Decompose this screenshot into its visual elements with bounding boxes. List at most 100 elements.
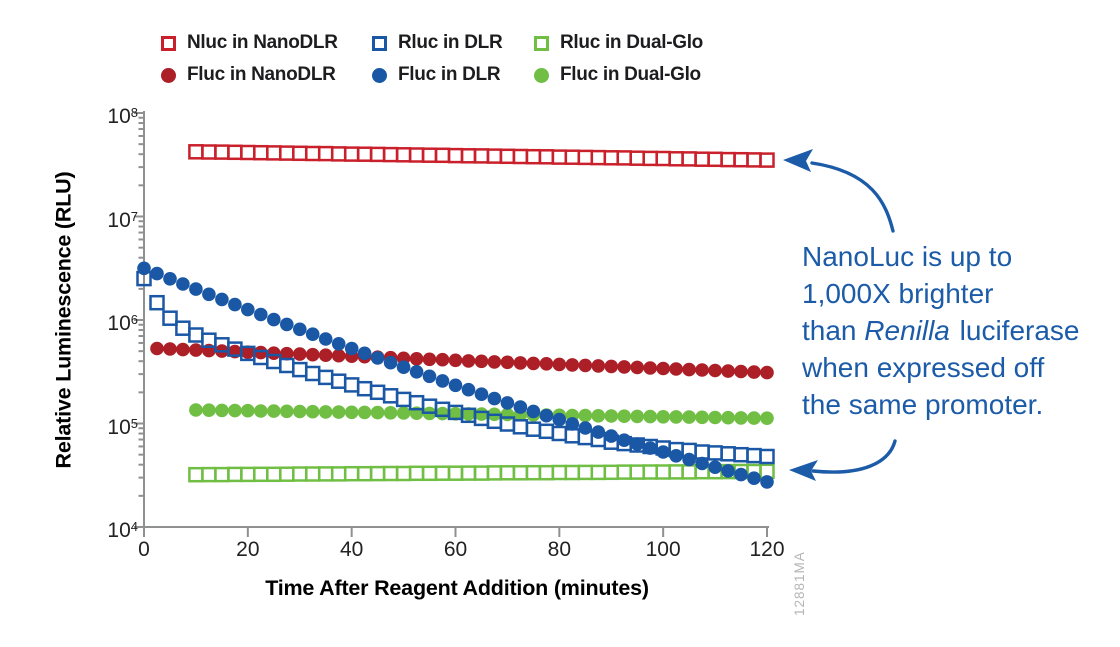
fluc-nanodlr-marker: [552, 357, 567, 372]
fluc-dlr-marker: [643, 441, 657, 455]
fluc-dlr-marker: [370, 351, 385, 365]
nluc-nanodlr-marker: [473, 148, 490, 164]
rluc-dualglo-marker: [512, 465, 529, 481]
x-tick-label: 100: [645, 538, 681, 561]
fluc-nanodlr-marker: [331, 348, 346, 363]
fluc-nanodlr-marker: [409, 352, 424, 366]
nluc-nanodlr-marker: [512, 148, 529, 165]
fluc-dlr-marker: [189, 282, 203, 296]
fluc-dlr-marker: [280, 317, 294, 332]
fluc-dlr-marker: [591, 425, 606, 439]
fluc-dlr-marker: [682, 452, 696, 467]
fluc-dlr-marker: [241, 302, 255, 317]
nluc-nanodlr-marker: [356, 146, 373, 162]
rluc-dlr-marker: [694, 444, 710, 460]
rluc-dlr-marker: [343, 377, 360, 393]
open-square-icon: [534, 35, 549, 51]
rluc-dualglo-marker: [564, 464, 581, 481]
fluc-dlr-marker: [137, 261, 151, 276]
fluc-dlr-marker: [760, 475, 774, 489]
fluc-nanodlr-marker: [734, 364, 748, 379]
fluc-dlr-marker: [513, 400, 528, 414]
rluc-dualglo-marker: [590, 464, 607, 481]
fluc-dlr-marker: [539, 408, 554, 423]
rluc-dlr-marker: [512, 419, 529, 435]
legend-item-nluc-nanodlr: Nluc in NanoDLR: [161, 32, 338, 53]
rluc-dualglo-marker: [642, 464, 658, 480]
nluc-nanodlr-marker: [642, 150, 658, 167]
x-tick-label: 0: [138, 538, 150, 561]
nluc-nanodlr-marker: [525, 148, 542, 165]
series-rluc-dlr: [136, 270, 775, 465]
rluc-dualglo-marker: [473, 465, 490, 481]
fluc-nanodlr-marker: [513, 356, 528, 370]
fluc-dlr-marker: [344, 341, 359, 356]
legend-label: Fluc in NanoDLR: [187, 64, 336, 85]
rluc-dualglo-marker: [668, 464, 684, 480]
fluc-dlr-marker: [215, 292, 229, 307]
nluc-nanodlr-marker: [240, 144, 256, 161]
rluc-dualglo-marker: [188, 466, 204, 483]
fluc-dualglo-marker: [656, 410, 670, 424]
legend-label: Fluc in Dual-Glo: [560, 64, 701, 85]
fluc-dualglo-marker: [228, 403, 242, 418]
fluc-dualglo-marker: [267, 404, 281, 418]
nluc-nanodlr-marker: [577, 149, 594, 166]
rluc-dualglo-marker: [304, 466, 321, 482]
nluc-nanodlr-marker: [201, 144, 217, 160]
nluc-nanodlr-marker: [616, 150, 632, 166]
fluc-dualglo-marker: [604, 409, 619, 423]
rluc-dualglo-marker: [240, 466, 256, 483]
open-square-icon: [161, 35, 176, 51]
fluc-dlr-marker: [500, 396, 515, 410]
rluc-dlr-marker: [330, 373, 347, 389]
fluc-dualglo-marker: [747, 411, 761, 425]
rluc-dualglo-marker: [201, 466, 217, 483]
nluc-nanodlr-marker: [668, 151, 684, 167]
rluc-dualglo-marker: [227, 466, 243, 483]
nluc-nanodlr-marker: [538, 149, 555, 165]
axes: [134, 111, 769, 537]
nluc-nanodlr-marker: [343, 146, 360, 162]
y-axis-title: Relative Luminescence (RLU): [51, 171, 76, 469]
fluc-dlr-marker: [228, 297, 242, 312]
fluc-dlr-marker: [318, 332, 333, 346]
rluc-dualglo-marker: [447, 465, 464, 481]
fluc-dlr-marker: [695, 456, 709, 471]
series-fluc-dualglo: [189, 403, 774, 426]
fluc-dlr-marker: [409, 365, 424, 379]
rluc-dualglo-marker: [616, 464, 632, 480]
legend-item-fluc-nanodlr: Fluc in NanoDLR: [161, 64, 336, 85]
fluc-dlr-marker: [305, 327, 320, 342]
filled-circle-icon: [372, 67, 387, 83]
fluc-dlr-marker: [435, 374, 450, 388]
annotation-line: the same promoter.: [802, 389, 1044, 420]
rluc-dualglo-marker: [279, 466, 295, 482]
rluc-dualglo-marker: [330, 466, 347, 482]
x-tick-label: 40: [339, 538, 364, 561]
fluc-nanodlr-marker: [760, 365, 774, 380]
nluc-nanodlr-marker: [253, 144, 269, 161]
fluc-nanodlr-marker: [539, 357, 554, 371]
x-tick-label: 60: [443, 538, 468, 561]
fluc-nanodlr-marker: [293, 347, 307, 361]
rluc-dlr-marker: [292, 361, 308, 378]
fluc-nanodlr-marker: [487, 355, 502, 369]
rluc-dlr-marker: [356, 380, 373, 397]
fluc-dualglo-marker: [215, 403, 229, 418]
fluc-dualglo-marker: [241, 403, 255, 418]
fluc-dlr-marker: [747, 471, 761, 486]
fluc-nanodlr-marker: [435, 352, 450, 367]
legend-item-rluc-dualglo: Rluc in Dual-Glo: [534, 32, 703, 53]
x-tick-label: 80: [547, 538, 571, 561]
annotation-text: NanoLuc is up to 1,000X brighter than Reni…: [802, 238, 1080, 423]
rluc-dlr-marker: [720, 446, 736, 462]
nluc-nanodlr-marker: [330, 146, 347, 162]
open-square-icon: [372, 35, 387, 51]
fluc-dlr-marker: [253, 307, 268, 322]
fluc-dualglo-marker: [760, 411, 774, 426]
fluc-dlr-marker: [267, 312, 281, 327]
nluc-nanodlr-marker: [395, 147, 412, 163]
fluc-nanodlr-marker: [630, 360, 644, 375]
